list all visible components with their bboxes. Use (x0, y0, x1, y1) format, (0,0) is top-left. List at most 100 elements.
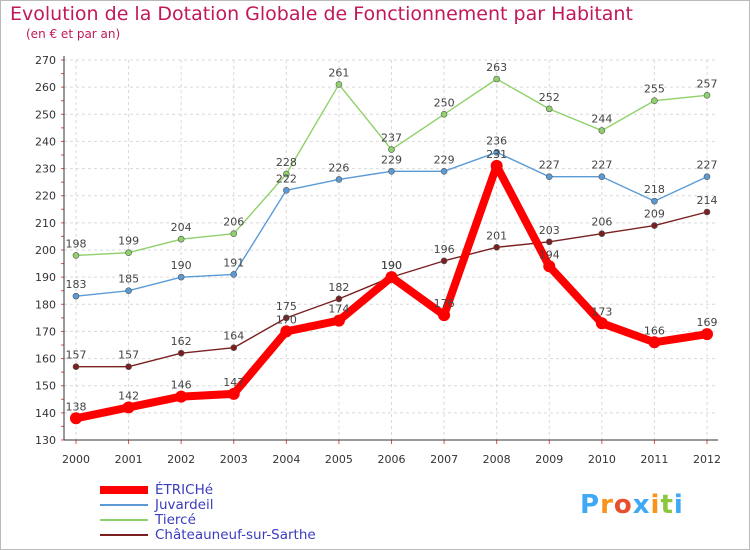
x-tick-label: 2007 (430, 453, 458, 466)
data-label: 174 (328, 303, 349, 316)
data-label: 146 (171, 379, 192, 392)
data-label: 261 (328, 66, 349, 79)
data-label: 170 (276, 313, 297, 326)
y-tick-label: 130 (35, 434, 56, 447)
data-label: 162 (171, 335, 192, 348)
data-point (701, 328, 713, 341)
data-label: 206 (591, 216, 612, 229)
series-layer (70, 75, 713, 425)
series-1 (72, 148, 711, 300)
data-label-layer: 183 185 190 191 222 226 229 229 236 227 227 218 227 1… (66, 61, 718, 413)
data-label: 199 (118, 235, 139, 248)
data-label: 222 (276, 172, 297, 185)
data-label: 206 (223, 216, 244, 229)
y-tick-label: 150 (35, 380, 56, 393)
y-tick-label: 200 (35, 244, 56, 257)
data-point (335, 295, 343, 303)
x-tick-label: 2003 (220, 453, 248, 466)
data-point (651, 197, 658, 205)
x-tick-label: 2005 (325, 453, 353, 466)
data-label: 196 (434, 243, 455, 256)
series-0 (70, 159, 713, 425)
logo-letter: i (650, 490, 661, 520)
data-point (177, 349, 185, 357)
y-tick-label: 160 (35, 353, 56, 366)
legend-label: Juvardeil (155, 497, 214, 513)
data-label: 229 (381, 153, 402, 166)
data-label: 257 (697, 77, 718, 90)
legend: ÉTRICHé Juvardeil Tiercé Châteauneuf-sur-Sa… (100, 482, 360, 543)
x-tick-label: 2004 (272, 453, 300, 466)
grid-layer (64, 59, 718, 441)
data-label: 218 (644, 183, 665, 196)
legend-label: Châteauneuf-sur-Sarthe (155, 527, 316, 543)
series-3 (72, 208, 711, 371)
y-tick-label: 270 (35, 54, 56, 67)
data-label: 147 (223, 376, 244, 389)
y-tick-label: 220 (35, 190, 56, 203)
y-tick-label: 250 (35, 108, 56, 121)
data-label: 204 (171, 221, 192, 234)
data-label: 166 (644, 324, 665, 337)
chart-title: Evolution de la Dotation Globale de Fonc… (10, 3, 633, 25)
logo-letter: o (613, 490, 633, 520)
data-point (545, 105, 553, 113)
data-point (70, 412, 82, 425)
data-label: 190 (381, 259, 402, 272)
data-point (72, 252, 80, 259)
data-point (703, 91, 711, 99)
data-point (230, 271, 238, 278)
data-label: 157 (66, 349, 87, 362)
legend-swatch (100, 534, 148, 536)
data-point (388, 167, 395, 175)
legend-swatch (100, 504, 148, 506)
data-point (598, 230, 606, 238)
logo-letter: x (632, 490, 651, 520)
x-tick-label: 2002 (167, 453, 195, 466)
data-label: 191 (223, 256, 244, 269)
data-point (648, 336, 661, 349)
data-label: 169 (697, 316, 718, 329)
x-tick-label: 2006 (378, 453, 406, 466)
y-tick-label: 140 (35, 407, 56, 420)
data-point (227, 387, 240, 400)
data-point (493, 243, 500, 251)
x-tick-label: 2000 (62, 453, 90, 466)
x-tick-label: 2008 (483, 453, 511, 466)
data-point (177, 273, 185, 281)
data-point (230, 344, 238, 352)
data-label: 214 (697, 194, 718, 207)
data-point (175, 390, 188, 403)
legend-item: Juvardeil (100, 497, 360, 513)
data-point (72, 292, 80, 300)
data-point (125, 249, 132, 257)
data-label: 138 (66, 400, 87, 413)
data-point (125, 363, 132, 371)
data-label: 227 (591, 159, 612, 172)
data-point (283, 314, 290, 322)
data-point (388, 146, 395, 153)
x-tick-label: 2010 (588, 453, 616, 466)
data-label: 231 (486, 148, 507, 161)
data-label: 203 (539, 224, 560, 237)
data-label: 227 (539, 159, 560, 172)
data-point (438, 309, 451, 322)
data-point (125, 287, 132, 295)
legend-item: ÉTRICHé (100, 482, 360, 498)
data-label: 198 (66, 237, 87, 250)
x-tick-label: 2012 (693, 453, 721, 466)
y-tick-label: 180 (35, 298, 56, 311)
data-point (598, 127, 606, 134)
data-point (283, 186, 290, 194)
y-tick-label: 260 (35, 81, 56, 94)
data-label: 227 (697, 159, 718, 172)
y-tick-label: 210 (35, 217, 56, 230)
data-label: 228 (276, 156, 297, 169)
data-point (283, 170, 290, 178)
axis-layer: 130 140 150 160 170 180 190 200 210 220 230 240 250 2… (35, 54, 721, 466)
data-label: 176 (434, 297, 455, 310)
data-label: 185 (118, 273, 139, 286)
data-label: 183 (66, 278, 87, 291)
data-point (440, 257, 448, 265)
